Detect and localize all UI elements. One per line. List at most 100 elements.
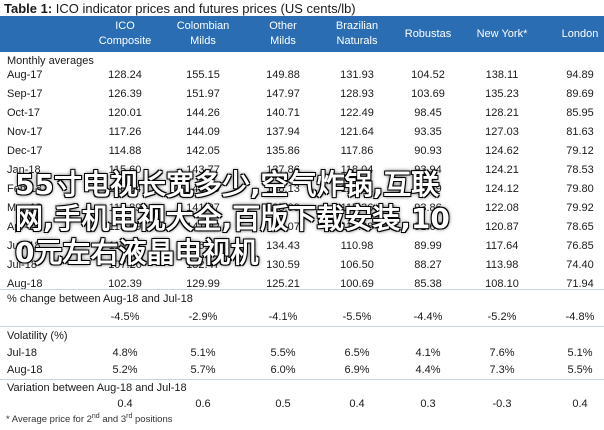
table-cell: 7.3% [489, 364, 515, 376]
section-heading-label: Monthly averages [7, 55, 94, 67]
table-cell: 122.08 [485, 202, 519, 214]
table-title-prefix: Table 1: [4, 1, 53, 16]
table-cell: 94.89 [566, 69, 594, 81]
column-header-line1: Colombian [176, 20, 230, 32]
table-cell: 5.1% [190, 347, 216, 359]
row-label: Oct-17 [7, 107, 41, 119]
table-row: Mar-18 113.89 141.97 135.99 115.36 93.86 122.0… [0, 199, 604, 218]
column-header-line2: Naturals [336, 35, 378, 47]
table-row: Dec-17 114.88 142.05 135.86 117.86 90.93 124.6… [0, 142, 604, 161]
table-row: Sep-17 126.39 151.97 147.97 128.93 103.69 135.… [0, 85, 604, 104]
table-cell: 137.86 [266, 164, 300, 176]
table-cell: 6.0% [270, 364, 296, 376]
column-header: ICO Composite [85, 16, 165, 52]
row-label: Nov-17 [7, 126, 43, 138]
divider [0, 379, 604, 380]
column-header-line1: Brazilian [335, 20, 379, 32]
table-cell: 138.07 [266, 221, 300, 233]
table-cell: 144.09 [186, 126, 220, 138]
footnote-text-3: positions [132, 414, 173, 426]
column-header-line1: Other [269, 20, 297, 32]
row-label: Sep-17 [7, 88, 43, 100]
table-cell: 91.67 [414, 221, 442, 233]
table-cell: -5.5% [342, 311, 372, 323]
table-cell: 5.5% [270, 347, 296, 359]
table-cell: 141.97 [186, 202, 220, 214]
footnote-sup-2: rd [126, 413, 133, 420]
table-row: 0.4 0.6 0.5 0.4 0.3 -0.3 0.4 [0, 395, 604, 414]
table-cell: 103.69 [411, 88, 445, 100]
table-cell: 79.80 [566, 183, 594, 195]
divider [0, 326, 604, 327]
table-cell: 5.1% [567, 347, 593, 359]
table-cell: 104.52 [411, 69, 445, 81]
table-cell: 117.61 [340, 183, 374, 195]
table-cell: -2.9% [188, 311, 218, 323]
table-cell: 117.64 [485, 240, 519, 252]
column-header: Other Milds [243, 16, 323, 52]
table-cell: 81.63 [566, 126, 594, 138]
table-cell: 0.5 [275, 398, 291, 410]
table-cell: 131.93 [340, 69, 374, 81]
table-cell: 0.4 [349, 398, 365, 410]
footnote-text-1: * Average price for 2 [6, 414, 92, 426]
table-cell: 121.64 [340, 126, 374, 138]
table-cell: 110.98 [340, 240, 374, 252]
table-cell: 135.86 [266, 145, 300, 157]
table-cell: 120.01 [108, 107, 142, 119]
table-cell: 114.38 [340, 221, 374, 233]
table-cell: 74.40 [566, 259, 594, 271]
table-cell: 143.77 [186, 164, 220, 176]
table-cell: 5.2% [112, 364, 138, 376]
table-cell: 89.99 [414, 240, 442, 252]
table-row: Aug-18 102.39 129.99 125.21 100.69 85.38 108.1… [0, 275, 604, 294]
section-heading: % change between Aug-18 and Jul-18 [0, 290, 604, 308]
table-cell: 118.04 [340, 164, 374, 176]
footnote-sup-1: nd [91, 413, 100, 420]
section-heading-label: Variation between Aug-18 and Jul-18 [7, 382, 187, 394]
table-cell: 128.21 [485, 107, 519, 119]
row-label: Jul-18 [7, 259, 37, 271]
table-cell: 0.3 [420, 398, 436, 410]
table-cell: 141.92 [186, 221, 220, 233]
table-cell: 85.38 [414, 278, 442, 290]
table-cell: 132.47 [186, 259, 220, 271]
table-cell: 116.04 [108, 183, 142, 195]
table-cell: 108.10 [485, 278, 519, 290]
row-label: Jun-18 [7, 240, 41, 252]
table-row: Jul-18 4.8% 5.1% 5.5% 6.5% 4.1% 7.6% 5.1% [0, 344, 604, 363]
table-cell: 149.88 [266, 69, 300, 81]
column-header: Brazilian Naturals [317, 16, 397, 52]
table-cell: 125.21 [266, 278, 300, 290]
table-cell: 140.71 [266, 107, 300, 119]
table-cell: 71.94 [566, 278, 594, 290]
table-cell: 85.95 [566, 107, 594, 119]
table-cell: 120.87 [485, 221, 519, 233]
row-label: Aug-18 [7, 278, 43, 290]
row-label: Aug-18 [7, 364, 43, 376]
table-cell: 134.43 [266, 240, 300, 252]
table-cell: -4.5% [110, 311, 140, 323]
table-row: Jan-18 115.60 143.77 137.86 118.04 93.94 124.2… [0, 161, 604, 180]
column-header: Robustas [388, 16, 468, 52]
table-cell: 76.85 [566, 240, 594, 252]
table-row: Aug-18 5.2% 5.7% 6.0% 6.9% 4.4% 7.3% 5.5% [0, 361, 604, 380]
table-cell: 115.60 [108, 164, 142, 176]
table-row: Jun-18 110.44 136.50 134.43 110.98 89.99 117.6… [0, 237, 604, 256]
table-cell: 6.5% [344, 347, 370, 359]
table-cell: 129.99 [186, 278, 220, 290]
table-header: ICO Composite Colombian Milds Other Milds Braz… [0, 16, 604, 52]
table-cell: 90.93 [414, 145, 442, 157]
column-header-line1: ICO [115, 20, 135, 32]
table-cell: -5.2% [487, 311, 517, 323]
table-cell: 138.13 [266, 183, 300, 195]
table-cell: 136.50 [186, 240, 220, 252]
table-cell: 145.19 [186, 183, 220, 195]
footnote-text-2: and 3 [99, 414, 127, 426]
table-cell: 100.69 [340, 278, 374, 290]
table-cell: 79.12 [566, 145, 594, 157]
section-heading: Monthly averages [0, 52, 604, 70]
table-cell: 0.4 [572, 398, 588, 410]
table-title-text: ICO indicator prices and futures prices … [55, 1, 356, 16]
table-cell: 0.4 [117, 398, 133, 410]
